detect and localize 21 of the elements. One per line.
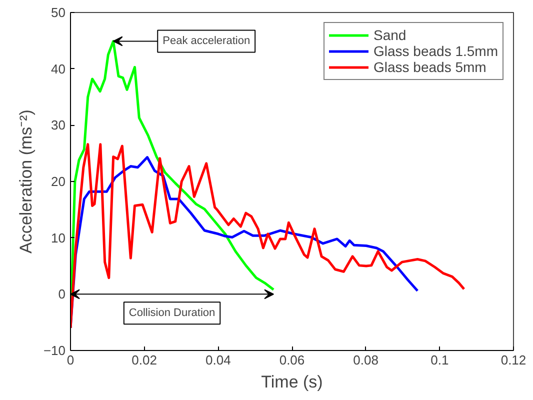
annotation: Collision Duration <box>128 307 216 320</box>
line-series <box>70 143 466 330</box>
x-tick-label: 0.08 <box>353 352 378 368</box>
y-tick-label: 40 <box>51 61 66 76</box>
annotation: Peak acceleration <box>162 35 250 48</box>
legend-label: Glass beads 5mm <box>374 59 486 75</box>
y-tick-label: −10 <box>43 343 66 358</box>
x-tick-label: 0.02 <box>132 352 157 368</box>
legend-label: Glass beads 1.5mm <box>374 43 498 59</box>
x-tick-label: 0.06 <box>279 352 305 368</box>
y-axis-title: Acceleration (ms⁻²) <box>16 110 36 254</box>
y-tick-label: 10 <box>51 230 66 246</box>
y-tick-label: 50 <box>51 5 66 20</box>
y-tick-label: 0 <box>58 286 66 302</box>
x-tick-label: 0.1 <box>430 352 449 368</box>
y-tick-label: 30 <box>51 118 66 133</box>
x-tick-label: 0.04 <box>206 352 231 368</box>
x-tick-label: 0.12 <box>500 352 526 368</box>
y-tick-label: 20 <box>51 174 66 189</box>
legend-label: Sand <box>374 27 406 43</box>
x-axis-title: Time (s) <box>261 372 323 392</box>
